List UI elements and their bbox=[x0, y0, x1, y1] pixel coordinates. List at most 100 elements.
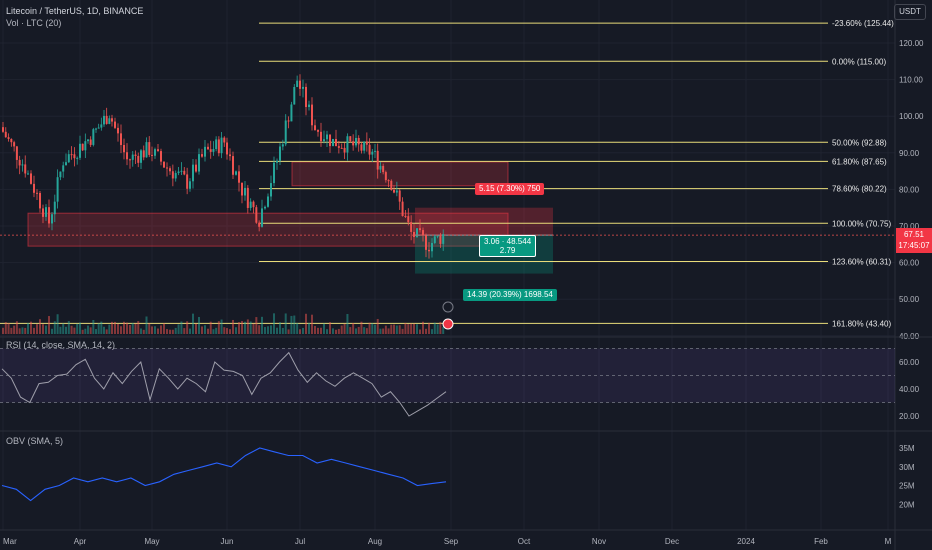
candle bbox=[425, 235, 427, 250]
candle bbox=[10, 138, 13, 143]
candle bbox=[73, 154, 76, 159]
candle bbox=[401, 201, 404, 216]
y-tick-label: 50.00 bbox=[899, 295, 920, 304]
entry-label-line1: 3.06 · 48.544 bbox=[484, 237, 532, 246]
volume-bar bbox=[70, 325, 73, 334]
volume-bar bbox=[192, 313, 194, 334]
volume-bar bbox=[355, 328, 357, 334]
x-tick-label: Jun bbox=[221, 537, 234, 546]
candle bbox=[395, 190, 398, 193]
volume-bar bbox=[174, 327, 177, 334]
volume-bar bbox=[215, 327, 218, 334]
candle bbox=[111, 118, 113, 122]
demand-zone bbox=[27, 212, 509, 247]
volume-bar bbox=[352, 323, 355, 334]
candle bbox=[126, 152, 128, 160]
volume-bar bbox=[387, 328, 390, 334]
candle bbox=[180, 170, 183, 172]
volume-bar bbox=[7, 322, 10, 334]
fib-label: 61.80% (87.65) bbox=[832, 157, 887, 166]
volume-bar bbox=[114, 321, 116, 334]
volume-bar bbox=[62, 323, 65, 334]
volume-bar bbox=[117, 323, 119, 334]
candle bbox=[148, 142, 151, 155]
candle bbox=[293, 86, 296, 105]
candle bbox=[290, 104, 293, 122]
volume-bar bbox=[212, 329, 215, 334]
volume-bar bbox=[360, 321, 363, 334]
volume-bar bbox=[238, 322, 240, 334]
volume-bar bbox=[235, 327, 237, 334]
y-tick-label: 70.00 bbox=[899, 222, 920, 231]
volume-bar bbox=[368, 322, 371, 334]
rsi-label[interactable]: RSI (14, close, SMA, 14, 2) bbox=[6, 340, 116, 350]
candle bbox=[84, 141, 87, 151]
volume-bar bbox=[186, 321, 189, 334]
candle bbox=[363, 141, 366, 151]
candle bbox=[255, 207, 258, 223]
candle bbox=[177, 171, 180, 174]
y-tick-label: 60.00 bbox=[899, 259, 920, 268]
volume-label[interactable]: Vol · LTC (20) bbox=[6, 18, 62, 28]
x-tick-label: Mar bbox=[3, 537, 17, 546]
candle bbox=[45, 207, 47, 217]
volume-bar bbox=[53, 321, 56, 334]
stop-zone bbox=[415, 207, 553, 236]
candle bbox=[129, 159, 131, 161]
volume-bar bbox=[425, 328, 427, 334]
candle bbox=[215, 139, 218, 150]
candle bbox=[261, 208, 263, 227]
x-tick-label: Oct bbox=[518, 537, 531, 546]
volume-bar bbox=[89, 327, 92, 334]
candle bbox=[232, 156, 234, 175]
target-label: 14.39 (20.39%) 1698.54 bbox=[463, 289, 557, 301]
volume-bar bbox=[177, 324, 180, 334]
obv-label[interactable]: OBV (SMA, 5) bbox=[6, 436, 64, 446]
volume-bar bbox=[108, 324, 111, 334]
volume-bar bbox=[390, 324, 393, 334]
candle bbox=[95, 128, 97, 130]
volume-bar bbox=[416, 324, 418, 334]
volume-bar bbox=[157, 328, 159, 334]
volume-bar bbox=[252, 323, 255, 334]
volume-bar bbox=[311, 314, 313, 334]
volume-bar bbox=[267, 326, 269, 334]
candle bbox=[97, 127, 100, 129]
volume-bar bbox=[10, 327, 13, 334]
volume-bar bbox=[15, 321, 18, 334]
y-tick-label: 90.00 bbox=[899, 149, 920, 158]
candle bbox=[267, 196, 269, 207]
candle bbox=[48, 207, 50, 224]
volume-bar bbox=[123, 321, 125, 334]
candle bbox=[140, 150, 142, 163]
candle bbox=[51, 214, 53, 224]
volume-bar bbox=[413, 323, 415, 334]
volume-bar bbox=[299, 329, 301, 334]
candle bbox=[273, 162, 275, 184]
volume-bar bbox=[296, 322, 299, 334]
volume-bar bbox=[33, 327, 35, 334]
candle bbox=[368, 144, 371, 155]
candle bbox=[281, 144, 284, 147]
volume-bar bbox=[404, 322, 407, 334]
candle bbox=[382, 165, 385, 173]
entry-label[interactable]: 3.06 · 48.544 2.79 bbox=[479, 235, 537, 257]
symbol-title[interactable]: Litecoin / TetherUS, 1D, BINANCE bbox=[6, 6, 144, 16]
volume-bar bbox=[363, 327, 366, 334]
currency-button[interactable]: USDT bbox=[894, 4, 926, 20]
volume-bar bbox=[279, 322, 281, 334]
volume-bar bbox=[395, 325, 398, 334]
earnings-icon bbox=[442, 318, 454, 330]
candle bbox=[186, 174, 189, 189]
volume-bar bbox=[42, 324, 44, 334]
volume-bar bbox=[332, 328, 334, 334]
volume-bar bbox=[410, 323, 413, 334]
volume-bar bbox=[45, 325, 47, 334]
obv-tick-label: 20M bbox=[899, 500, 915, 509]
candle bbox=[252, 201, 255, 208]
volume-bar bbox=[439, 321, 442, 334]
y-tick-label: 40.00 bbox=[899, 332, 920, 341]
volume-bar bbox=[18, 328, 21, 334]
volume-bar bbox=[73, 327, 76, 334]
